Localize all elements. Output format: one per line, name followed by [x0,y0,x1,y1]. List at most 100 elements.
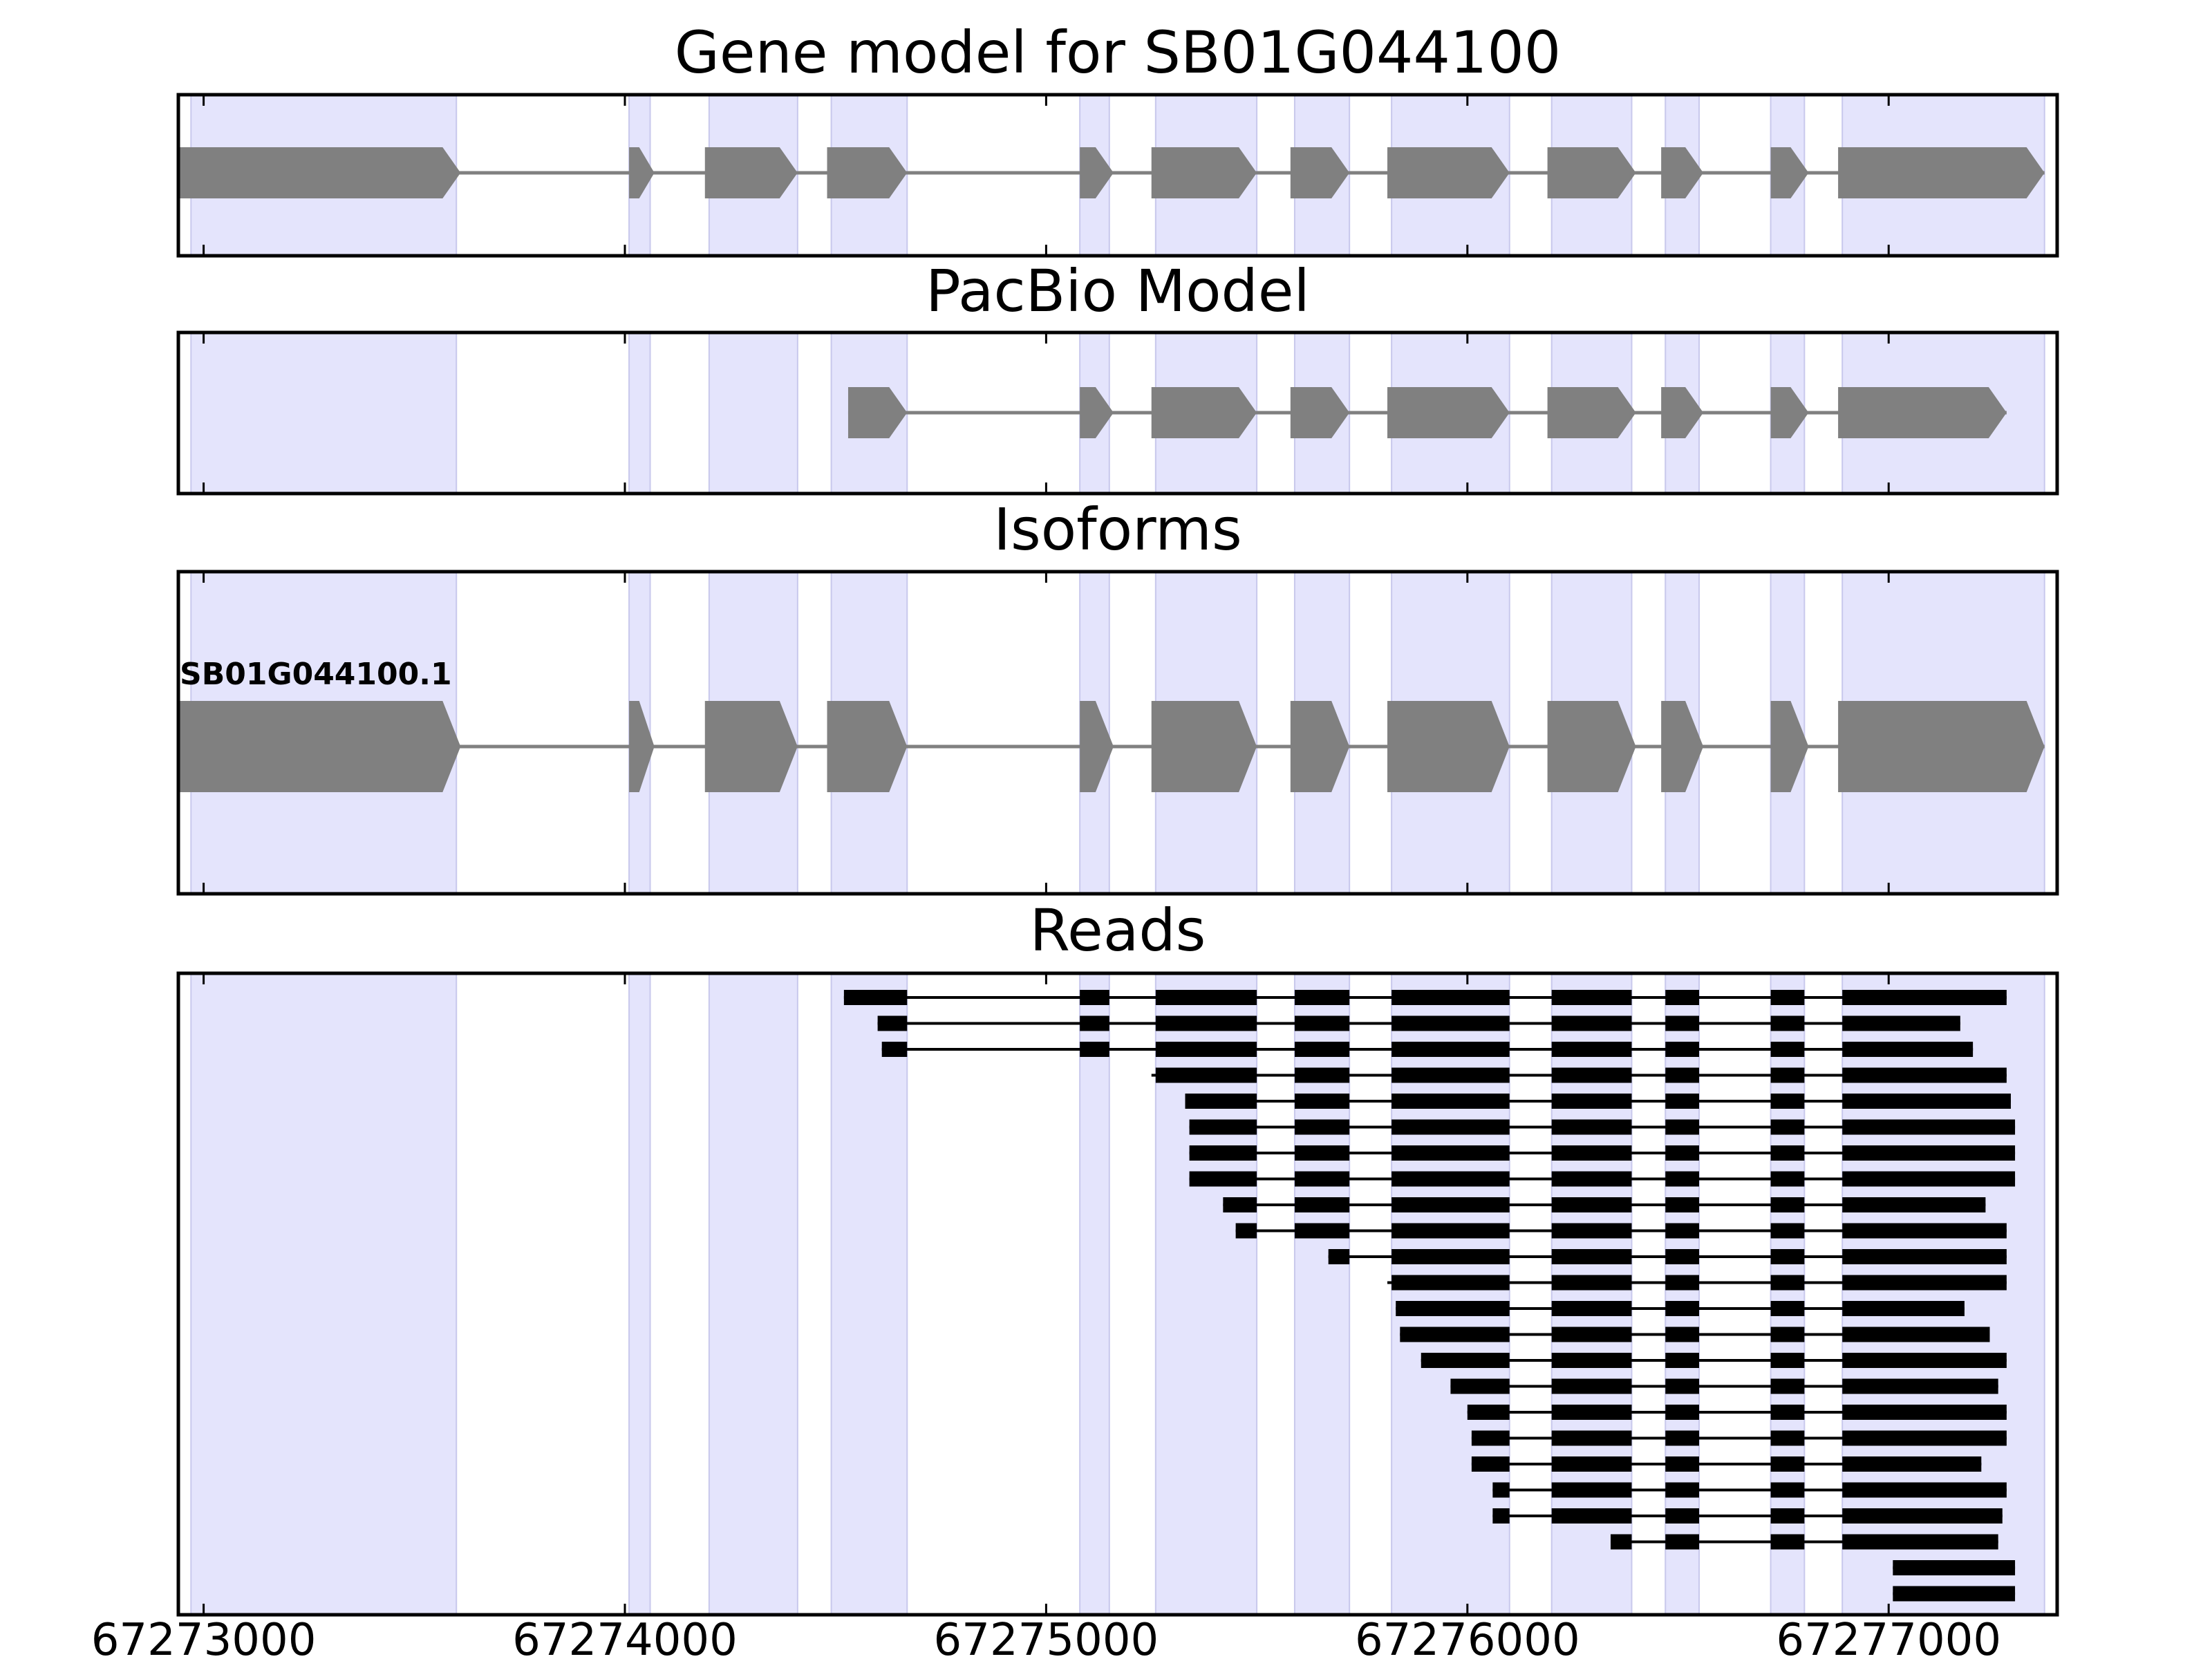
panel-pacbio_model: PacBio Model [176,257,2059,496]
read-block [1665,1042,1699,1057]
read-block [1770,1534,1805,1550]
read-block [1665,1353,1699,1368]
exon-arrow [1838,701,2045,792]
read-block [1770,1430,1805,1446]
exon-arrow [1661,147,1704,198]
read-block [1842,1171,2016,1187]
exon-arrow [1661,387,1704,438]
read-block [1665,1119,1699,1135]
read-2 [877,1015,1960,1031]
exon-arrow [1387,701,1510,792]
read-block [1611,1534,1632,1550]
read-block [1770,1171,1805,1187]
read-block [1842,1042,1974,1057]
exon-arrow [1080,701,1114,792]
read-block [1665,1430,1699,1446]
exon-arrow [1661,701,1704,792]
read-block [1770,1405,1805,1420]
read-19 [1471,1456,1982,1472]
panel-isoforms: Isoforms SB01G044100.1 [176,496,2059,896]
read-block [1189,1119,1257,1135]
read-block [1770,1197,1805,1212]
read-block [1770,1275,1805,1291]
read-block [1492,1482,1510,1498]
read-block [1770,1223,1805,1239]
read-22 [1611,1534,1998,1550]
exon-shade-band [708,973,798,1615]
exon-arrow [1151,701,1257,792]
read-block [1551,1145,1632,1161]
read-block [1551,1482,1632,1498]
read-block [1665,1094,1699,1109]
exon-arrow [629,701,655,792]
exon-arrow [1387,387,1510,438]
read-block [1551,1067,1632,1083]
read-9 [1223,1197,1986,1212]
read-block [1294,1197,1350,1212]
read-block [1189,1171,1257,1187]
exon-arrow [1838,147,2045,198]
read-block [1189,1145,1257,1161]
read-block [1665,1171,1699,1187]
read-18 [1471,1430,2007,1446]
read-block [1551,1094,1632,1109]
panel-frame [176,330,2059,496]
read-block [1551,1353,1632,1368]
read-17 [1467,1405,2007,1420]
read-21 [1492,1508,2003,1524]
read-block [1155,990,1257,1005]
read-block [1294,990,1350,1005]
read-block [1770,1119,1805,1135]
read-block [1770,1508,1805,1524]
read-12 [1387,1275,2007,1291]
read-block [1391,1042,1510,1057]
read-13 [1396,1301,1965,1316]
read-block [1893,1586,2016,1602]
exon-arrow [1290,147,1350,198]
read-block [1551,1456,1632,1472]
read-block [1842,1405,2007,1420]
exon-arrow [1290,387,1350,438]
read-block [1665,1197,1699,1212]
read-block [1391,1223,1510,1239]
read-block [1665,1482,1699,1498]
read-block [1770,1482,1805,1498]
x-tick-label: 67273000 [91,1615,317,1659]
panel-title-isoforms: Isoforms [993,496,1242,563]
exon-arrow [178,701,461,792]
panel-frame [176,971,2059,1617]
read-block [1665,1249,1699,1264]
read-block [1665,1534,1699,1550]
read-block [1080,1015,1109,1031]
read-block [1450,1378,1510,1394]
read-block [1551,1327,1632,1342]
read-block [1471,1430,1510,1446]
x-axis: 67273000 67274000 67275000 67276000 67277000 [91,1615,2001,1659]
read-block [1328,1249,1350,1264]
exon-arrow [704,701,798,792]
exon-shade-band [708,332,798,494]
read-block [1770,1067,1805,1083]
read-block [1665,1275,1699,1291]
exon-shade-band [190,332,458,494]
read-23 [1893,1560,2016,1575]
read-block [1391,1249,1510,1264]
read-block [1294,1171,1350,1187]
read-block [1842,1067,2007,1083]
read-6 [1189,1119,2016,1135]
exon-arrow [827,147,908,198]
read-block [1471,1456,1510,1472]
read-block [1842,1482,2007,1498]
read-block [1080,1042,1109,1057]
read-block [1665,1456,1699,1472]
read-5 [1185,1094,2011,1109]
read-block [1391,1275,1510,1291]
read-15 [1421,1353,2007,1368]
read-block [1842,1119,2016,1135]
exon-arrow [847,387,908,438]
read-block [1155,1067,1257,1083]
read-block [1770,1042,1805,1057]
read-block [1551,1508,1632,1524]
panel-gene_model: Gene model for SB01G044100 [176,19,2059,258]
